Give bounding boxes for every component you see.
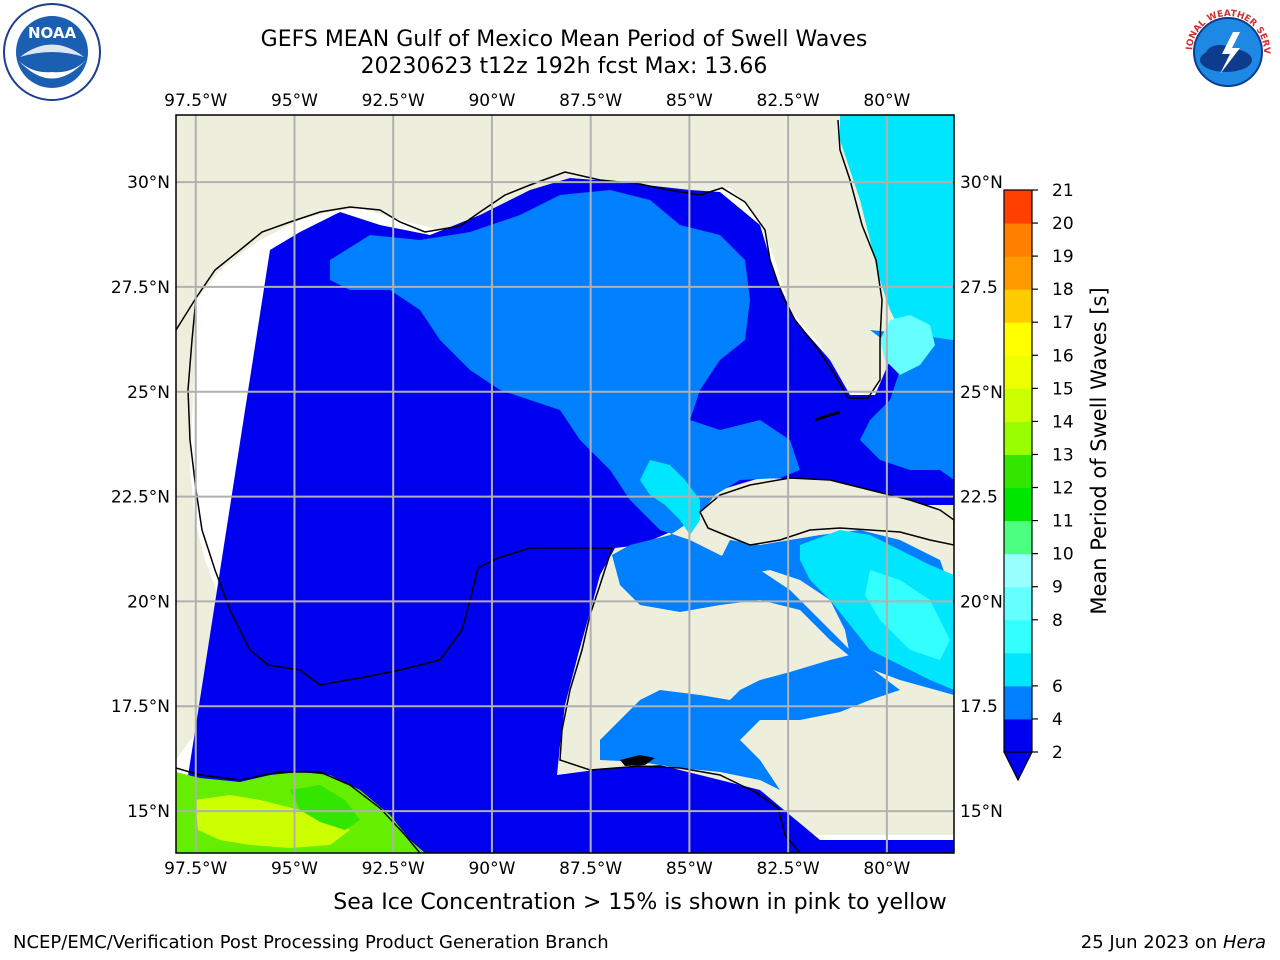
noaa-logo-text: NOAA xyxy=(28,24,77,42)
colorbar-tick-label: 12 xyxy=(1052,479,1074,499)
y-tick-label-left: 15°N xyxy=(127,802,170,822)
x-tick-label-bottom: 87.5°W xyxy=(559,859,622,879)
colorbar-segment xyxy=(1004,190,1032,224)
coastline-keys xyxy=(814,410,841,422)
y-ticks-right: 30°N 27.5 25°N 22.5 20°N 17.5 15°N xyxy=(960,173,1003,822)
y-tick-label-right: 22.5 xyxy=(960,488,998,508)
gridlines xyxy=(176,115,954,853)
x-tick-label-bottom: 82.5°W xyxy=(757,859,820,879)
colorbar-segment xyxy=(1004,586,1032,621)
y-tick-label-right: 27.5 xyxy=(960,278,998,298)
colorbar-segment xyxy=(1004,454,1032,489)
sea-ice-note: Sea Ice Concentration > 15% is shown in … xyxy=(333,890,947,915)
chart-title: GEFS MEAN Gulf of Mexico Mean Period of … xyxy=(260,27,868,52)
coastline-gulf xyxy=(176,119,883,399)
colorbar-segment xyxy=(1004,685,1032,720)
colorbar-segment xyxy=(1004,520,1032,555)
footer-date-text: 25 Jun 2023 on xyxy=(1080,932,1223,953)
colorbar: 2 4 6 8 9 10 11 12 13 14 15 16 17 18 19 20 21 Mean Period… xyxy=(1003,181,1111,782)
colorbar-frame xyxy=(1003,189,1033,753)
x-tick-label-bottom: 95°W xyxy=(271,859,318,879)
y-tick-label-left: 22.5°N xyxy=(111,488,170,508)
footer-date: 25 Jun 2023 on Hera xyxy=(1081,932,1266,953)
colorbar-segment xyxy=(1004,388,1032,422)
y-tick-label-left: 20°N xyxy=(127,592,170,612)
colorbar-extend-min xyxy=(1003,751,1033,782)
plot-frame xyxy=(175,114,955,854)
x-tick-label-top: 87.5°W xyxy=(559,91,622,111)
colorbar-segment xyxy=(1004,322,1032,356)
colorbar-tick-label: 8 xyxy=(1052,611,1063,631)
swell-band-yellowgreen-pacific xyxy=(195,795,350,848)
colorbar-tick-label: 15 xyxy=(1052,379,1074,399)
colorbar-tick-label: 18 xyxy=(1052,280,1074,300)
colorbar-segment xyxy=(1004,487,1032,522)
colorbar-tick-label: 20 xyxy=(1052,214,1074,234)
colorbar-segment xyxy=(1004,256,1032,290)
colorbar-tick-label: 13 xyxy=(1052,445,1074,465)
colorbar-tick-label: 14 xyxy=(1052,412,1074,432)
chart-subtitle: 20230623 t12z 192h fcst Max: 13.66 xyxy=(360,54,768,79)
x-tick-label-bottom: 97.5°W xyxy=(164,859,227,879)
x-tick-label-top: 82.5°W xyxy=(757,91,820,111)
y-tick-label-left: 25°N xyxy=(127,383,170,403)
colorbar-tick-label: 10 xyxy=(1052,545,1074,565)
noaa-logo: NOAA xyxy=(3,3,101,101)
x-tick-label-bottom: 80°W xyxy=(863,859,910,879)
x-tick-label-bottom: 92.5°W xyxy=(362,859,425,879)
coastline-cuba xyxy=(699,477,954,546)
x-tick-label-top: 80°W xyxy=(863,91,910,111)
swell-band-6-7-atlantic xyxy=(840,115,954,340)
swell-band-7-8-patch xyxy=(880,315,935,375)
x-ticks-top: 97.5°W 95°W 92.5°W 90°W 87.5°W 85°W 82.5°W 80°W xyxy=(164,91,910,111)
x-tick-label-bottom: 90°W xyxy=(468,859,515,879)
colorbar-tick-label: 16 xyxy=(1052,346,1074,366)
coastline-jamaica xyxy=(620,755,655,766)
y-tick-label-right: 15°N xyxy=(960,802,1003,822)
colorbar-tick-label: 9 xyxy=(1052,578,1063,598)
colorbar-segment xyxy=(1004,289,1032,323)
colorbar-tick-label: 17 xyxy=(1052,313,1074,333)
colorbar-segment xyxy=(1004,553,1032,588)
x-tick-label-top: 92.5°W xyxy=(362,91,425,111)
x-ticks-bottom: 97.5°W 95°W 92.5°W 90°W 87.5°W 85°W 82.5°W 80°W xyxy=(164,859,910,879)
x-tick-label-top: 85°W xyxy=(666,91,713,111)
y-tick-label-right: 17.5 xyxy=(960,697,998,717)
footer-branch: NCEP/EMC/Verification Post Processing Pr… xyxy=(13,932,609,953)
y-tick-label-right: 30°N xyxy=(960,173,1003,193)
colorbar-segment xyxy=(1004,718,1032,753)
colorbar-tick-label: 4 xyxy=(1052,710,1063,730)
colorbar-segment xyxy=(1004,355,1032,389)
footer-host: Hera xyxy=(1222,932,1266,953)
swell-band-2-4 xyxy=(176,178,954,853)
nws-logo: NATIONAL WEATHER SERVICE xyxy=(1178,2,1276,100)
colorbar-segment xyxy=(1004,421,1032,455)
colorbar-tick-label: 6 xyxy=(1052,677,1063,697)
colorbar-segment xyxy=(1004,223,1032,257)
x-tick-label-top: 97.5°W xyxy=(164,91,227,111)
y-tick-label-left: 17.5°N xyxy=(111,697,170,717)
colorbar-tick-label: 11 xyxy=(1052,512,1074,532)
coastline-central-america-south xyxy=(176,767,421,853)
colorbar-tick-label: 2 xyxy=(1052,743,1063,763)
y-tick-label-left: 30°N xyxy=(127,173,170,193)
x-tick-label-top: 90°W xyxy=(468,91,515,111)
y-tick-label-left: 27.5°N xyxy=(111,278,170,298)
colorbar-segment xyxy=(1004,619,1032,654)
x-tick-label-bottom: 85°W xyxy=(666,859,713,879)
x-tick-label-top: 95°W xyxy=(271,91,318,111)
colorbar-tick-label: 19 xyxy=(1052,247,1074,267)
y-tick-label-right: 20°N xyxy=(960,592,1003,612)
swell-band-4-6 xyxy=(330,190,954,790)
colorbar-label: Mean Period of Swell Waves [s] xyxy=(1087,287,1111,614)
y-tick-label-right: 25°N xyxy=(960,383,1003,403)
y-ticks-left: 30°N 27.5°N 25°N 22.5°N 20°N 17.5°N 15°N xyxy=(111,173,170,822)
coastline-mexico xyxy=(187,297,801,853)
colorbar-segment xyxy=(1004,652,1032,687)
swell-band-bright-green-pacific xyxy=(290,785,360,830)
colorbar-tick-label: 21 xyxy=(1052,181,1074,201)
plot-area xyxy=(176,115,954,853)
